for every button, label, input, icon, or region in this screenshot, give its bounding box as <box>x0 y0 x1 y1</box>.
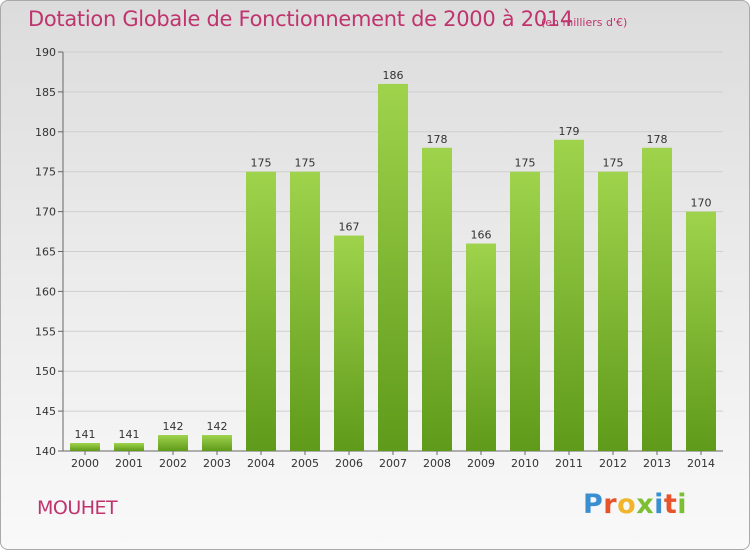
bar-2011 <box>554 139 584 451</box>
x-tick-label: 2009 <box>467 457 495 470</box>
brand-letter: r <box>603 489 618 520</box>
y-tick-label: 140 <box>35 445 56 458</box>
y-tick-label: 155 <box>35 325 56 338</box>
bar-2005 <box>290 171 320 451</box>
brand-letter: x <box>636 489 655 520</box>
labels: 141 2000 141 2001 142 2002 142 2003 175 2004 175 20… <box>71 69 715 470</box>
data-label: 178 <box>647 133 668 146</box>
x-tick-label: 2003 <box>203 457 231 470</box>
chart-unit: (en milliers d'€) <box>541 16 628 29</box>
x-tick-label: 2005 <box>291 457 319 470</box>
x-tick-label: 2007 <box>379 457 407 470</box>
data-label: 175 <box>603 157 624 170</box>
bar-2012 <box>598 171 628 451</box>
data-label: 178 <box>427 133 448 146</box>
x-tick-label: 2004 <box>247 457 275 470</box>
x-tick-label: 2010 <box>511 457 539 470</box>
commune-name: MOUHET <box>37 497 118 519</box>
bar-2009 <box>466 243 496 451</box>
bar-2001 <box>114 443 144 451</box>
proxiti-logo[interactable]: Proxiti <box>583 489 687 520</box>
x-tick-label: 2011 <box>555 457 583 470</box>
bar-2006 <box>334 235 364 451</box>
bar-2003 <box>202 435 232 451</box>
bars <box>70 83 716 452</box>
bar-2008 <box>422 147 452 451</box>
x-tick-label: 2012 <box>599 457 627 470</box>
bar-2014 <box>686 211 716 451</box>
y-tick-label: 150 <box>35 365 56 378</box>
brand-letter: t <box>663 489 678 520</box>
x-tick-label: 2014 <box>687 457 715 470</box>
data-label: 142 <box>207 420 228 433</box>
bar-2013 <box>642 147 672 451</box>
brand-letter: i <box>677 489 688 520</box>
bar-2007 <box>378 83 408 452</box>
brand-letter: o <box>617 489 637 520</box>
data-label: 141 <box>119 428 140 441</box>
bar-2002 <box>158 435 188 451</box>
data-label: 186 <box>383 69 404 82</box>
data-label: 166 <box>471 229 492 242</box>
chart-title: Dotation Globale de Fonctionnement de 20… <box>28 7 573 31</box>
x-tick-label: 2001 <box>115 457 143 470</box>
data-label: 167 <box>339 221 360 234</box>
data-label: 175 <box>251 157 272 170</box>
data-label: 175 <box>295 157 316 170</box>
brand-letter: i <box>654 489 664 520</box>
data-label: 170 <box>691 197 712 210</box>
x-tick-label: 2008 <box>423 457 451 470</box>
y-tick-label: 160 <box>35 285 56 298</box>
y-tick-label: 180 <box>35 126 56 139</box>
x-tick-label: 2002 <box>159 457 187 470</box>
data-label: 142 <box>163 420 184 433</box>
bar-2000 <box>70 443 100 451</box>
y-tick-label: 190 <box>35 46 56 59</box>
data-label: 141 <box>75 428 96 441</box>
y-tick-label: 145 <box>35 405 56 418</box>
y-tick-label: 165 <box>35 246 56 259</box>
x-tick-label: 2013 <box>643 457 671 470</box>
bar-2004 <box>246 171 276 451</box>
y-tick-label: 175 <box>35 166 56 179</box>
y-tick-label: 170 <box>35 206 56 219</box>
bar-2010 <box>510 171 540 451</box>
x-tick-label: 2000 <box>71 457 99 470</box>
x-tick-label: 2006 <box>335 457 363 470</box>
brand-letter: P <box>583 489 604 520</box>
y-tick-label: 185 <box>35 86 56 99</box>
data-label: 175 <box>515 157 536 170</box>
data-label: 179 <box>559 125 580 138</box>
